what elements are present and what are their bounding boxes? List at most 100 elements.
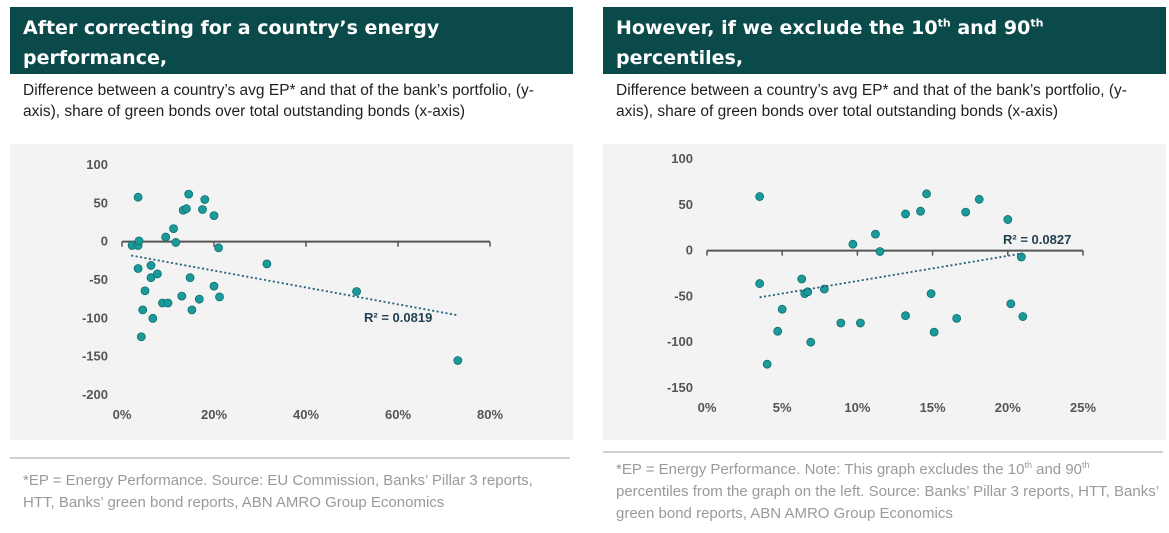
right-y-tick-label: -50 [674, 288, 693, 303]
right-footer-sup2: th [1082, 460, 1090, 470]
left-data-point [209, 211, 219, 220]
left-title: After correcting for a country’s energy … [10, 7, 573, 129]
right-footer-b: and 90 [1031, 461, 1082, 478]
right-x-tick-label: 0% [698, 400, 717, 415]
left-x-tick-label: 20% [201, 407, 227, 422]
right-data-point [836, 318, 846, 328]
right-title-pre: However, if we exclude the 10 [616, 17, 938, 39]
right-footer-rule [603, 451, 1163, 453]
left-chart-background [10, 144, 573, 440]
left-title-line1: After correcting for a country’s energy … [23, 17, 440, 69]
left-y-tick-label: 0 [101, 234, 108, 249]
right-y-tick-label: 0 [686, 243, 693, 258]
left-data-point [136, 332, 146, 342]
left-data-point [198, 205, 207, 214]
left-data-point [138, 305, 148, 315]
right-data-point [1018, 312, 1028, 321]
right-data-point [856, 318, 865, 328]
right-y-tick-label: 100 [671, 151, 693, 166]
left-y-tick-label: -200 [82, 387, 108, 402]
left-scatter-chart: 100 50 0 -50 -100 -150 -200 0% 20% 40% 60% 80% R² = … [82, 157, 503, 422]
right-title-line2: the results do support it [616, 77, 878, 99]
left-y-tick-label: -50 [89, 272, 108, 287]
right-panel: However, if we exclude the 10th and 90th… [603, 0, 1166, 533]
left-data-point [187, 305, 197, 315]
right-footer-c: percentiles from the graph on the left. … [616, 483, 1159, 522]
left-data-point [262, 259, 272, 269]
left-r2-label: R² = 0.0819 [364, 310, 432, 325]
right-data-point [974, 194, 984, 204]
right-title-post: percentiles, [616, 47, 744, 69]
left-y-tick-label: 50 [94, 195, 108, 210]
right-data-point [929, 327, 939, 337]
left-y-tick-label: 100 [86, 157, 108, 172]
right-trendline [759, 252, 1023, 299]
right-data-point [797, 274, 807, 284]
left-x-tick-label: 40% [293, 407, 319, 422]
left-data-point [194, 294, 204, 304]
left-footer-rule [10, 457, 570, 459]
right-r2-label: R² = 0.0827 [1003, 232, 1071, 247]
right-y-tick-label: -150 [667, 380, 693, 395]
left-data-point [140, 286, 150, 296]
right-data-point [1003, 215, 1013, 224]
right-x-tick-label: 5% [773, 400, 792, 415]
left-y-tick-label: -150 [82, 349, 108, 364]
left-data-point [148, 313, 158, 323]
right-scatter-chart: 100 50 0 -50 -100 -150 0% 5% 10% 15% 20% 25% R² = 0.… [667, 151, 1096, 415]
right-data-point [848, 239, 858, 249]
left-data-point [352, 287, 362, 296]
left-data-point [171, 238, 181, 247]
left-data-point [184, 189, 194, 199]
left-data-point [177, 291, 187, 301]
right-x-tick-label: 10% [844, 400, 870, 415]
left-data-point [215, 292, 224, 302]
left-data-point [146, 261, 156, 270]
right-footer-sup1: th [1024, 460, 1032, 470]
left-data-point [200, 195, 210, 204]
right-data-point [777, 304, 787, 314]
left-data-point [133, 264, 143, 273]
right-data-point [755, 279, 765, 288]
left-data-point [146, 273, 156, 283]
right-title-line1: However, if we exclude the 10th and 90th… [616, 13, 1156, 73]
right-data-point [875, 247, 885, 256]
right-x-tick-label: 20% [995, 400, 1021, 415]
left-data-point [133, 192, 143, 202]
left-x-tick-label: 80% [477, 407, 503, 422]
left-data-point [163, 298, 173, 308]
left-data-point [153, 269, 162, 279]
right-data-point [901, 209, 910, 219]
left-data-point [185, 273, 195, 283]
left-title-line2: the results are still not supportive of … [23, 77, 463, 129]
right-data-point [916, 206, 925, 216]
right-title-sup2: th [1030, 16, 1044, 30]
right-data-point [961, 207, 971, 217]
right-data-point [762, 359, 772, 369]
left-x-tick-label: 0% [113, 407, 132, 422]
right-subtitle: Difference between a country’s avg EP* a… [616, 82, 1127, 120]
left-data-point [169, 224, 178, 234]
left-data-point [209, 281, 219, 291]
right-chart-background [603, 144, 1166, 440]
left-subtitle: Difference between a country’s avg EP* a… [23, 82, 534, 120]
right-title-mid: and 90 [950, 17, 1031, 39]
left-data-point [453, 356, 463, 365]
right-x-tick-label: 25% [1070, 400, 1096, 415]
right-footer: *EP = Energy Performance. Note: This gra… [616, 459, 1161, 525]
right-data-point [926, 289, 936, 299]
right-data-point [806, 337, 816, 347]
left-trendline [131, 254, 458, 317]
left-data-point [134, 236, 144, 246]
right-y-tick-label: 50 [679, 197, 693, 212]
right-data-point [871, 229, 880, 239]
right-y-tick-label: -100 [667, 334, 693, 349]
right-data-point [922, 189, 931, 199]
left-y-tick-label: -100 [82, 310, 108, 325]
right-title: However, if we exclude the 10 th and 90 th… [603, 7, 1166, 99]
right-data-point [952, 313, 962, 323]
left-data-point [181, 204, 191, 214]
left-data-point [214, 243, 224, 253]
right-x-tick-label: 15% [920, 400, 946, 415]
left-data-point [161, 232, 171, 242]
